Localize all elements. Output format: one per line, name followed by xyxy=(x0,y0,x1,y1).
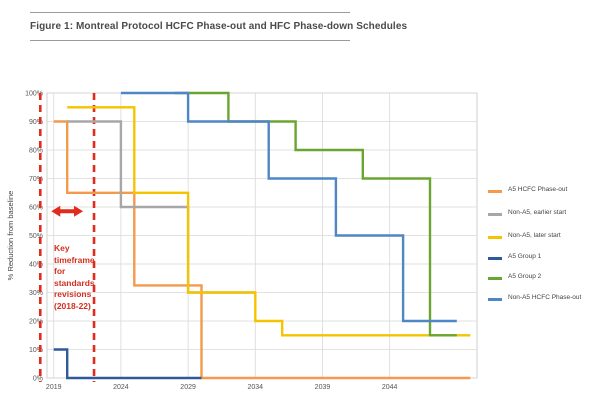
timeframe-arrow-head-right xyxy=(74,205,84,217)
legend-label: A5 HCFC Phase-out xyxy=(508,186,568,193)
annotation-line: standards xyxy=(54,277,95,288)
y-tick-label: 80% xyxy=(29,148,43,155)
x-tick-label: 2024 xyxy=(113,384,129,391)
timeframe-arrow-head-left xyxy=(51,205,61,217)
legend-label: A5 Group 1 xyxy=(508,253,542,260)
legend-label: A5 Group 2 xyxy=(508,273,542,280)
legend-swatch xyxy=(488,277,502,280)
legend-swatch xyxy=(488,213,502,216)
y-tick-label: 70% xyxy=(29,176,43,183)
figure-title: Figure 1: Montreal Protocol HCFC Phase-o… xyxy=(30,21,408,32)
legend-label: Non-A5, later start xyxy=(508,232,561,239)
y-tick-label: 20% xyxy=(29,319,43,326)
x-tick-label: 2019 xyxy=(46,384,62,391)
series-line-3 xyxy=(53,348,202,380)
x-tick-label: 2039 xyxy=(315,384,331,391)
x-tick-label: 2044 xyxy=(382,384,398,391)
title-rule-top xyxy=(30,12,350,13)
y-tick-label: 0% xyxy=(33,376,43,383)
legend-swatch xyxy=(488,298,502,301)
y-tick-label: 90% xyxy=(29,119,43,126)
legend-swatch xyxy=(488,257,502,260)
series-line-0 xyxy=(53,120,471,380)
legend-swatch xyxy=(488,236,502,239)
y-tick-label: 50% xyxy=(29,233,43,240)
y-tick-label: 60% xyxy=(29,205,43,212)
annotation-line: for xyxy=(54,266,66,276)
series-line-5 xyxy=(120,91,457,323)
y-tick-label: 40% xyxy=(29,262,43,269)
annotation-line: (2018-22) xyxy=(54,300,91,311)
legend-swatch xyxy=(488,190,502,193)
annotation-line: Key xyxy=(54,243,70,253)
y-tick-label: 30% xyxy=(29,290,43,297)
x-tick-label: 2029 xyxy=(180,384,196,391)
legend-label: Non-A5, earlier start xyxy=(508,209,567,216)
series-line-2 xyxy=(67,106,471,337)
annotation-line: revisions xyxy=(54,289,92,299)
annotation-line: timeframe xyxy=(54,254,95,265)
title-rule-bottom xyxy=(30,40,350,41)
timeframe-annotation: Key timeframe for standards revisions (2… xyxy=(54,243,124,312)
y-axis-label: % Reduction from baseline xyxy=(6,191,15,281)
y-tick-label: 100% xyxy=(25,91,43,98)
x-tick-label: 2034 xyxy=(247,384,263,391)
series-line-4 xyxy=(174,91,457,337)
y-tick-label: 10% xyxy=(29,347,43,354)
legend-label: Non-A5 HCFC Phase-out xyxy=(508,294,582,301)
